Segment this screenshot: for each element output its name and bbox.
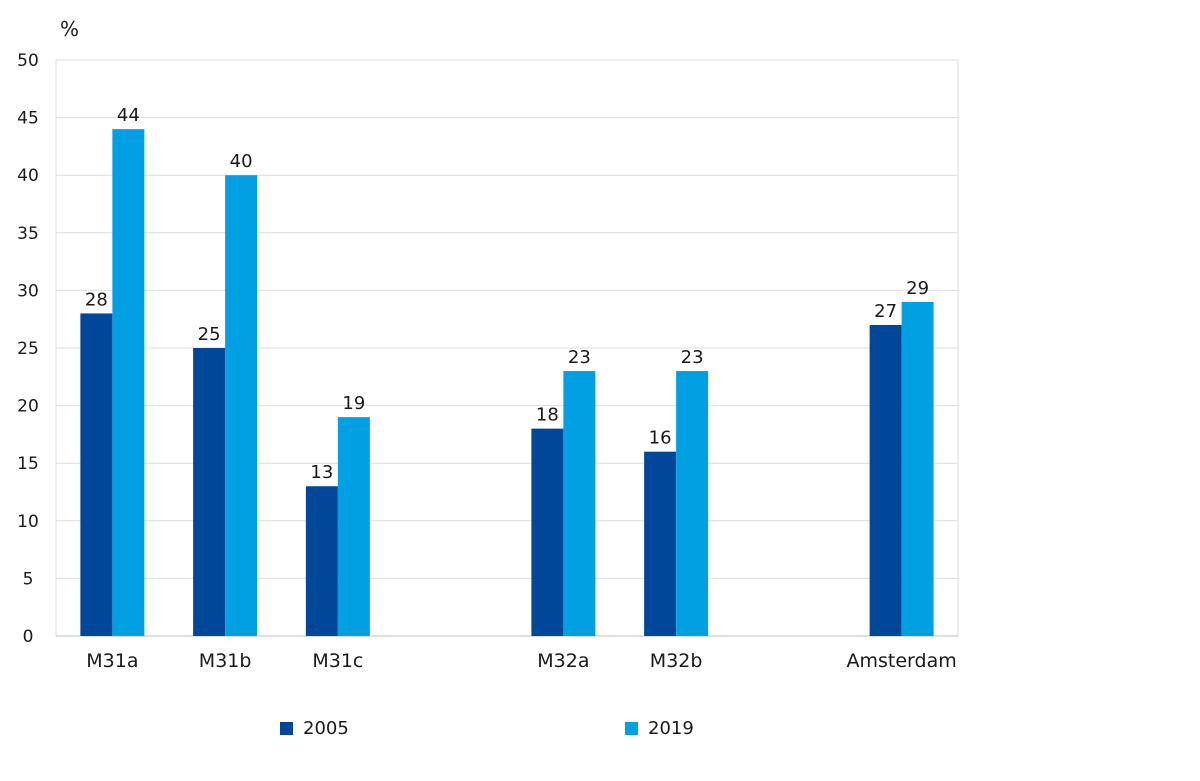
bar-2005 xyxy=(193,348,226,636)
data-label: 19 xyxy=(342,393,365,414)
legend-item-2019: 2019 xyxy=(625,718,694,739)
data-label: 29 xyxy=(906,278,929,299)
data-label: 40 xyxy=(230,151,253,172)
y-tick-label: 10 xyxy=(17,512,39,532)
data-label: 28 xyxy=(85,289,108,310)
bar-2005 xyxy=(869,324,902,636)
y-unit-label: % xyxy=(60,17,79,41)
y-tick-label: 25 xyxy=(17,339,39,359)
y-tick-label: 15 xyxy=(17,454,39,474)
x-tick-label: M31c xyxy=(312,650,363,672)
x-tick-label: M32b xyxy=(650,650,703,672)
y-tick-label: 35 xyxy=(17,224,39,244)
x-tick-label: Amsterdam xyxy=(847,650,957,672)
bars xyxy=(80,129,934,636)
y-tick-label: 45 xyxy=(17,109,39,129)
gridlines xyxy=(55,59,959,637)
data-label: 27 xyxy=(874,301,897,322)
y-axis-ticks: 0 5 10 15 20 25 30 35 40 45 50 xyxy=(17,51,39,647)
y-tick-label: 40 xyxy=(17,166,39,186)
x-tick-label: M32a xyxy=(537,650,589,672)
bar-2005 xyxy=(305,486,338,636)
bar-2005 xyxy=(644,451,677,636)
data-label: 23 xyxy=(568,347,591,368)
legend-swatch-2019 xyxy=(625,722,638,735)
x-axis-ticks: M31a M31b M31c M32a M32b Amsterdam xyxy=(86,650,956,672)
bar-2019 xyxy=(901,301,934,636)
y-tick-label: 0 xyxy=(23,627,34,647)
x-tick-label: M31b xyxy=(199,650,252,672)
bar-2019 xyxy=(676,371,709,636)
legend-swatch-2005 xyxy=(280,722,293,735)
bar-2005 xyxy=(80,313,113,636)
bar-2019 xyxy=(225,175,258,636)
y-tick-label: 5 xyxy=(23,569,34,589)
data-label: 13 xyxy=(310,462,333,483)
y-tick-label: 30 xyxy=(17,281,39,301)
legend-label-2005: 2005 xyxy=(303,718,349,739)
bar-2019 xyxy=(112,129,145,636)
y-tick-label: 20 xyxy=(17,397,39,417)
data-label: 25 xyxy=(198,324,221,345)
x-tick-label: M31a xyxy=(86,650,138,672)
data-label: 16 xyxy=(649,428,672,449)
bar-2019 xyxy=(563,371,596,636)
bar-2005 xyxy=(531,428,564,636)
data-label: 44 xyxy=(117,105,140,126)
data-label: 18 xyxy=(536,405,559,426)
legend-item-2005: 2005 xyxy=(280,718,349,739)
y-tick-label: 50 xyxy=(17,51,39,71)
legend-label-2019: 2019 xyxy=(648,718,694,739)
bar-2019 xyxy=(337,417,370,636)
data-labels: 28 44 25 40 13 19 18 23 16 23 27 29 xyxy=(85,105,929,483)
data-label: 23 xyxy=(681,347,704,368)
